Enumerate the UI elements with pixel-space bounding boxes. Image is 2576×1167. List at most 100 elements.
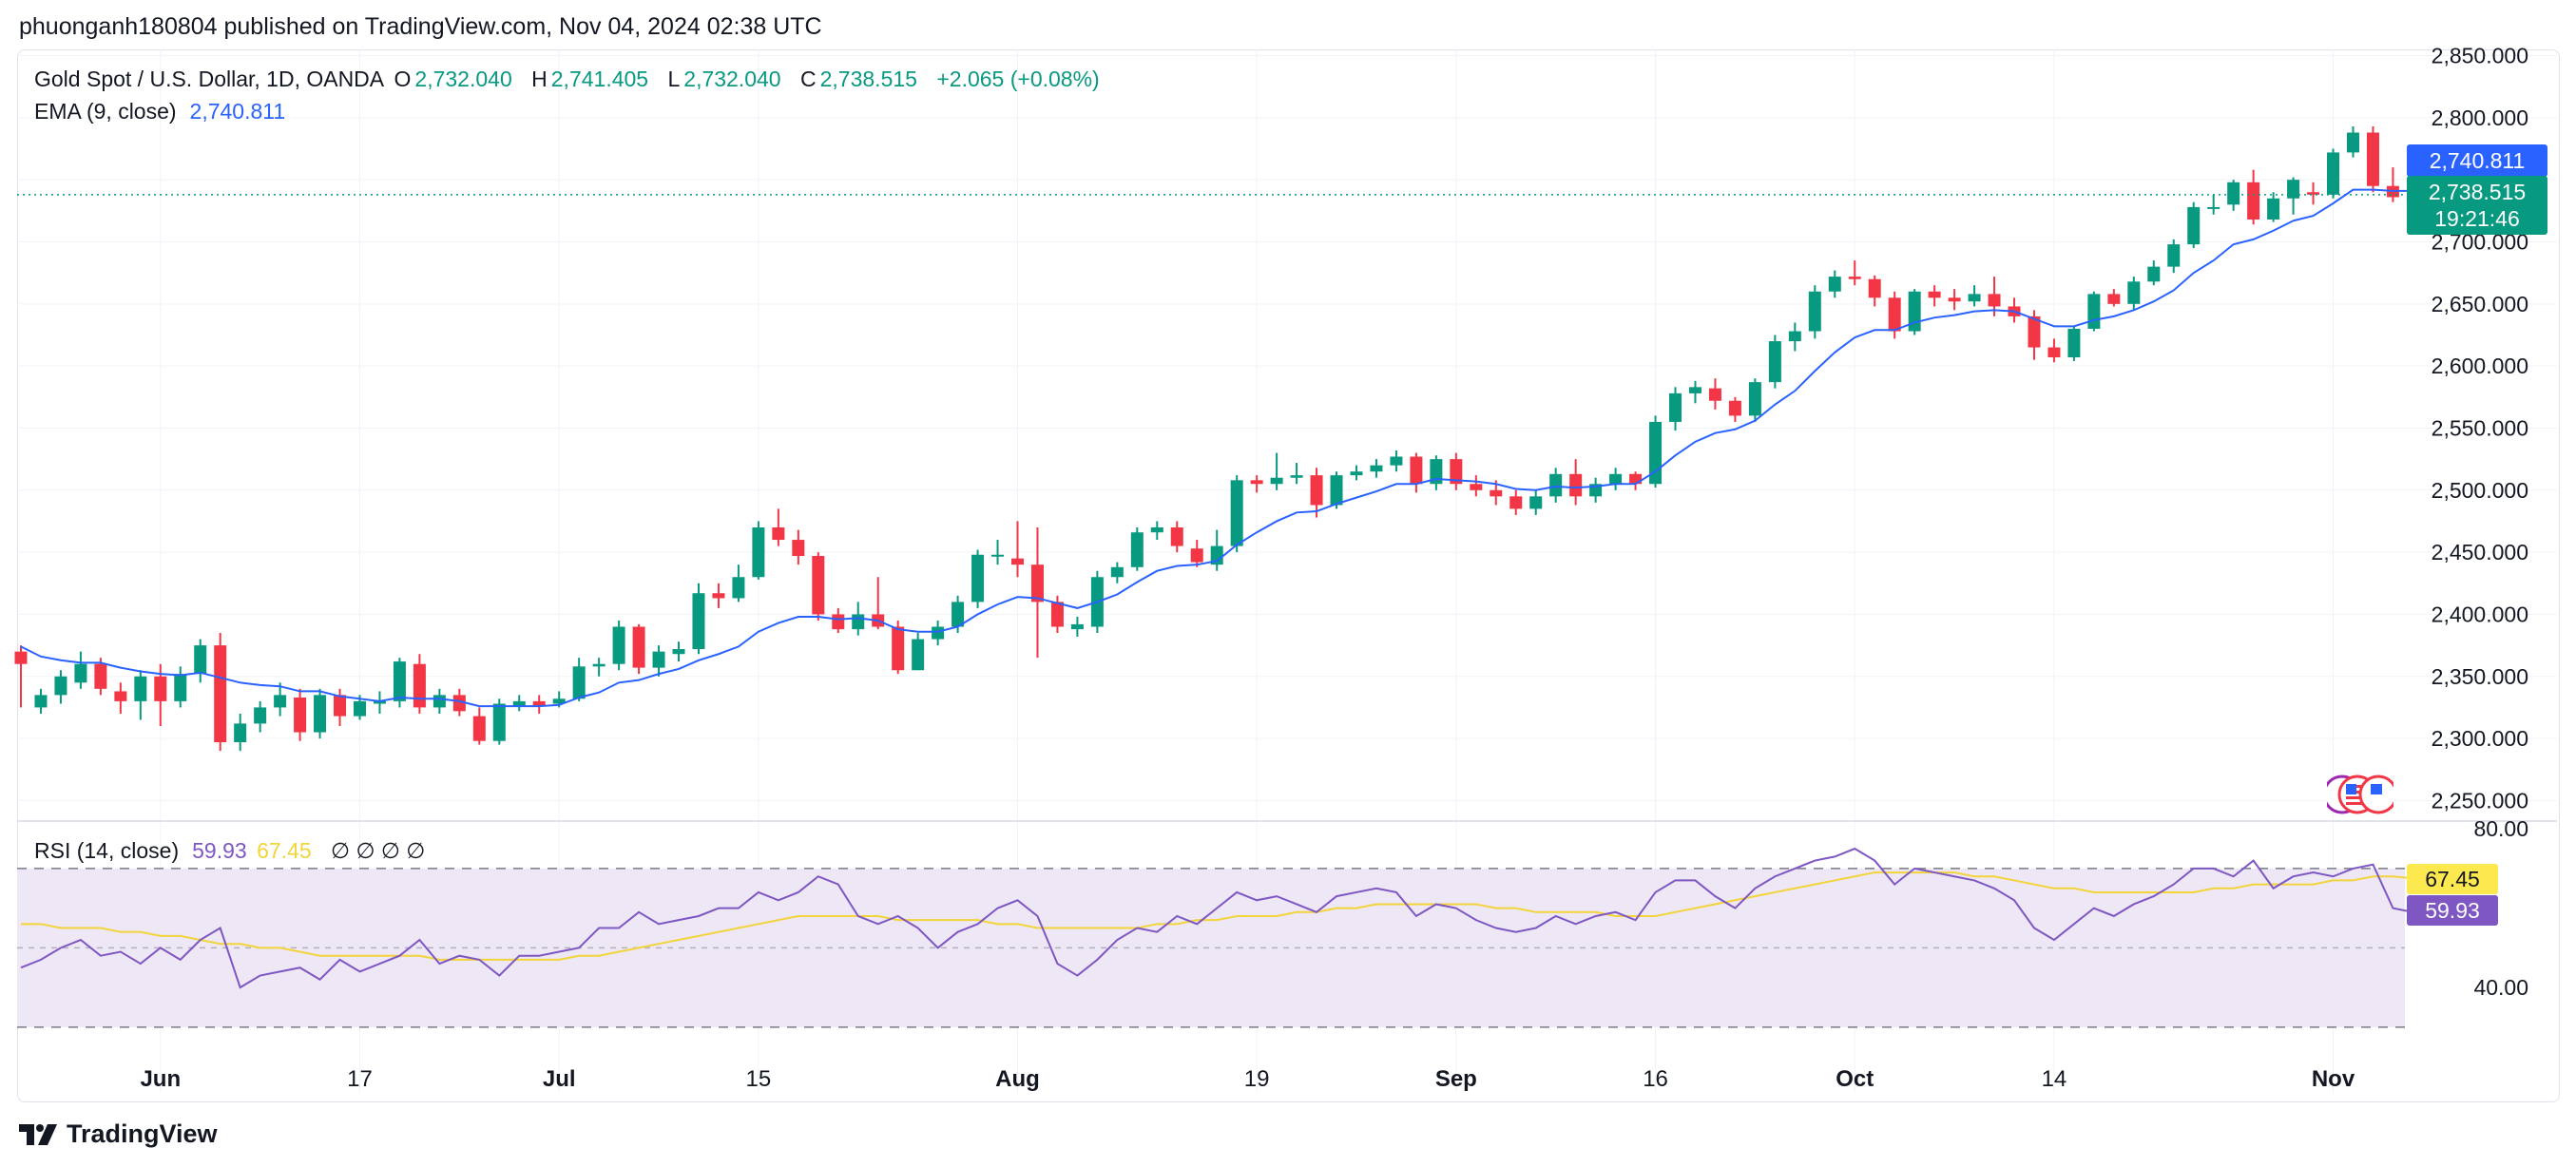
candle-body (1490, 489, 1503, 497)
candle-body (1968, 294, 1981, 302)
us-flag-stripes-icon (2346, 784, 2369, 805)
candle-body (2267, 198, 2280, 220)
candle-body (512, 700, 526, 707)
candle-body (1988, 294, 2001, 307)
events-icons[interactable] (2327, 774, 2393, 815)
candle-body (892, 626, 905, 671)
candle-body (134, 676, 147, 701)
rsi-layer (20, 847, 2433, 989)
close-value: 2,738.515 (819, 67, 917, 91)
candle-body (2047, 347, 2061, 357)
price-axis-label: 2,800.000 (2432, 105, 2528, 130)
candle-body (34, 695, 48, 708)
candle-body (373, 700, 386, 704)
candle-body (592, 663, 606, 667)
candle-body (114, 691, 127, 701)
candle-body (413, 663, 426, 708)
ema-legend: EMA (9, close) 2,740.811 (34, 99, 289, 124)
candle-body (1509, 496, 1523, 509)
candle-body (1788, 331, 1801, 342)
candle-body (2327, 152, 2340, 195)
candle-body (1609, 473, 1623, 485)
candle-body (492, 703, 506, 741)
candle-body (154, 676, 167, 701)
candle-body (452, 695, 466, 712)
candle-body (1569, 473, 1583, 497)
candle-body (1011, 558, 1024, 565)
candle-body (294, 697, 307, 733)
candle-body (2147, 266, 2161, 282)
candle-body (174, 674, 187, 701)
candle-body (2127, 281, 2141, 304)
candle-body (2366, 132, 2379, 186)
candle-body (54, 676, 67, 696)
candle-body (812, 556, 825, 615)
candle-body (732, 577, 745, 599)
candle-body (1808, 291, 1821, 332)
candle-body (971, 554, 985, 603)
main-legend: Gold Spot / U.S. Dollar, 1D, OANDA O 2,73… (34, 67, 1113, 92)
candle-body (672, 649, 685, 655)
candle-body (2067, 328, 2081, 357)
ema-price-tag: 2,740.811 (2407, 144, 2547, 177)
candle-body (1190, 548, 1203, 563)
candle-body (1888, 297, 1901, 332)
candle-body (1350, 471, 1363, 476)
time-axis-label: 16 (1643, 1066, 1668, 1092)
candle-body (2087, 294, 2101, 329)
time-axis-label: 15 (746, 1066, 772, 1092)
candle-body (1210, 545, 1223, 565)
time-axis-label: 14 (2042, 1066, 2067, 1092)
candle-body (1130, 532, 1144, 567)
ema-label[interactable]: EMA (9, close) (34, 99, 177, 124)
candle-body (1688, 387, 1701, 393)
rsi-ma-tag: 67.45 (2407, 864, 2498, 894)
low-key: L (667, 67, 681, 91)
candle-body (433, 695, 446, 708)
candle-body (712, 593, 725, 599)
candle-body (14, 651, 28, 664)
price-axis-label: 2,550.000 (2432, 415, 2528, 440)
tradingview-logo[interactable]: TradingView (19, 1119, 218, 1149)
candle-body (1290, 475, 1303, 478)
symbol-title[interactable]: Gold Spot / U.S. Dollar, 1D, OANDA (34, 67, 385, 91)
candle-body (1549, 473, 1563, 497)
candle-body (2287, 180, 2300, 199)
tradingview-brand: TradingView (67, 1119, 218, 1148)
price-axis-label: 2,300.000 (2432, 726, 2528, 751)
rsi-legend: RSI (14, close) 59.93 67.45 ∅ ∅ ∅ ∅ (34, 838, 429, 864)
chart-frame (17, 49, 2560, 1102)
candle-body (1708, 388, 1721, 401)
candle-body (472, 716, 486, 741)
publisher-line: phuonganh180804 published on TradingView… (19, 13, 822, 40)
candle-body (2227, 182, 2240, 205)
time-axis-label: Jun (140, 1066, 181, 1092)
price-axis-label: 2,600.000 (2432, 354, 2528, 378)
candle-body (1070, 623, 1084, 630)
candle-body (2187, 206, 2201, 245)
us-flag-canton-icon (2371, 784, 2382, 794)
candle-body (1270, 477, 1283, 485)
open-value: 2,732.040 (414, 67, 512, 91)
candle-body (1390, 456, 1403, 466)
candle-body (194, 645, 207, 675)
price-axis-label: 2,850.000 (2432, 44, 2528, 68)
candle-body (1908, 291, 1921, 332)
price-axis-label: 2,400.000 (2432, 602, 2528, 626)
candle-body (2107, 294, 2121, 304)
candle-body (2167, 244, 2181, 267)
candle-body (1748, 382, 1761, 416)
candle-body (1768, 341, 1781, 383)
price-axis-label: 2,350.000 (2432, 664, 2528, 689)
rsi-ma-line (21, 871, 2433, 961)
rsi-value: 59.93 (192, 838, 247, 863)
candle-body (852, 614, 865, 630)
candle-body (2346, 132, 2359, 153)
ema-layer (20, 188, 2413, 708)
candle-body (912, 639, 925, 671)
candle-body (1728, 400, 1741, 416)
rsi-label[interactable]: RSI (14, close) (34, 838, 180, 863)
candle-body (612, 626, 625, 664)
close-price-value: 2,738.515 (2428, 180, 2527, 204)
